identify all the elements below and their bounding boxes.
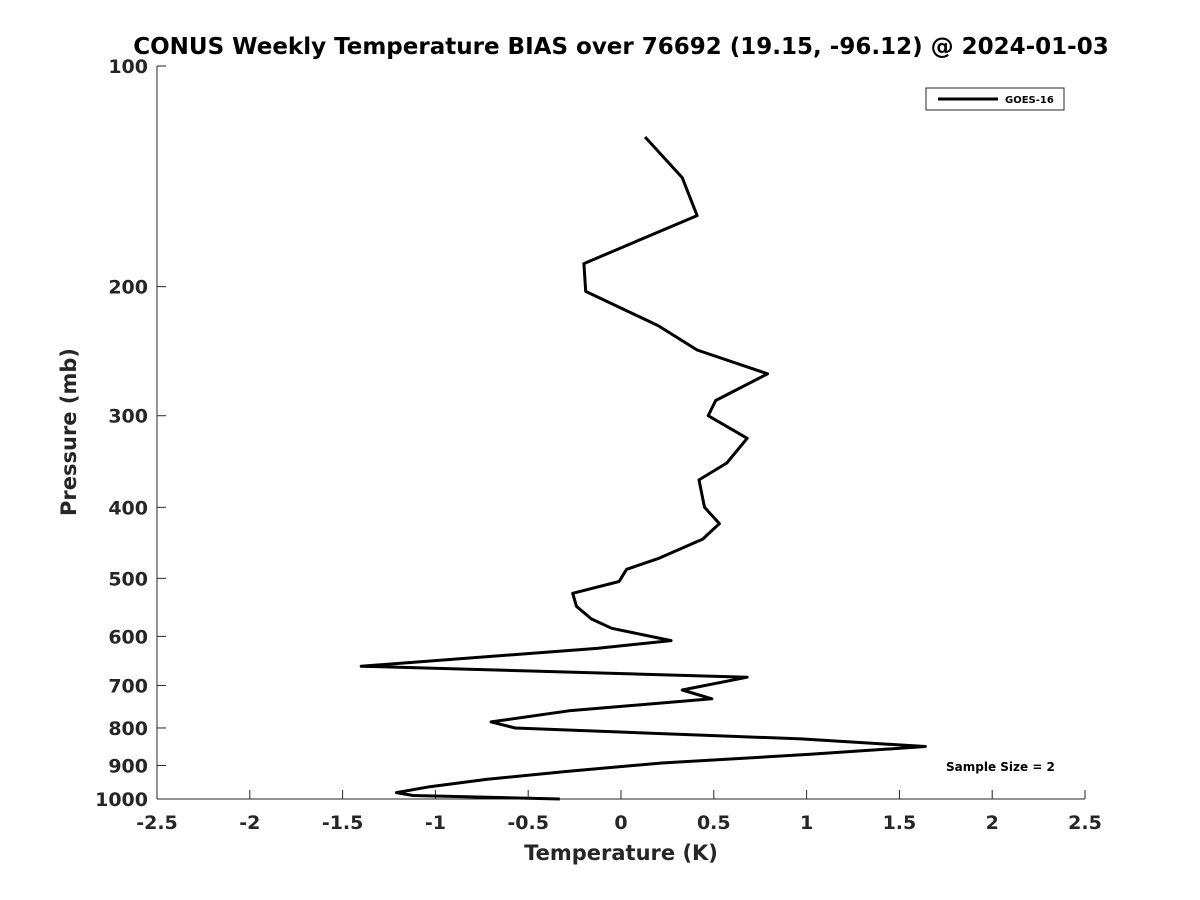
- x-tick-label: -0.5: [507, 812, 549, 834]
- y-tick-label: 700: [108, 675, 148, 697]
- y-tick-label: 100: [108, 56, 148, 78]
- y-tick-label: 1000: [95, 789, 148, 811]
- x-tick-label: 2.5: [1068, 812, 1102, 834]
- x-tick-label: -2: [239, 812, 260, 834]
- y-tick-label: 900: [108, 755, 148, 777]
- plot-area: [157, 66, 1085, 799]
- x-tick-label: 1.5: [883, 812, 917, 834]
- chart-title: CONUS Weekly Temperature BIAS over 76692…: [133, 34, 1108, 60]
- y-tick-label: 200: [108, 277, 148, 299]
- x-tick-label: 0.5: [697, 812, 731, 834]
- x-axis-ticks: -2.5 -2 -1.5 -1 -0.5 0 0.5 1 1.5 2 2.5: [136, 790, 1102, 834]
- x-tick-label: 2: [986, 812, 999, 834]
- series-layer: [359, 135, 927, 801]
- y-tick-label: 300: [108, 406, 148, 428]
- sample-size-annotation: Sample Size = 2: [946, 760, 1055, 774]
- y-axis-ticks: 100 200 300 400 500 600 700 800 900 1000: [95, 56, 166, 811]
- y-tick-label: 800: [108, 718, 148, 740]
- x-tick-label: -1.5: [322, 812, 364, 834]
- x-tick-label: 0: [614, 812, 627, 834]
- y-tick-label: 400: [108, 497, 148, 519]
- x-tick-label: 1: [800, 812, 813, 834]
- y-tick-label: 600: [108, 626, 148, 648]
- y-axis-label: Pressure (mb): [57, 348, 81, 516]
- x-axis-label: Temperature (K): [524, 841, 718, 865]
- legend: GOES-16: [925, 87, 1065, 111]
- x-tick-label: -1: [425, 812, 446, 834]
- y-tick-label: 500: [108, 568, 148, 590]
- series-line-goes-16: [359, 135, 927, 801]
- x-tick-label: -2.5: [136, 812, 178, 834]
- legend-label-goes-16: GOES-16: [1005, 95, 1054, 106]
